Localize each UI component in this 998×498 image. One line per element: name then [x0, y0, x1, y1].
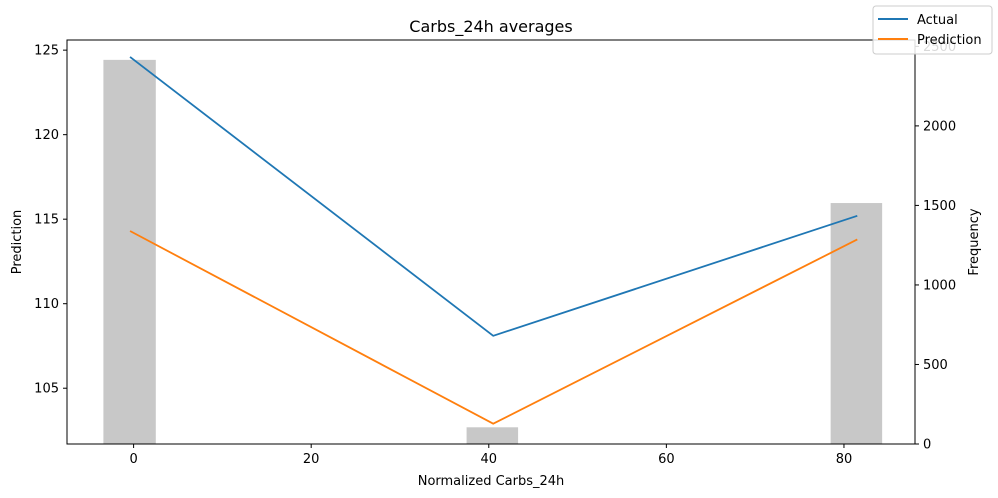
y-right-tick-label: 2000: [923, 119, 956, 134]
histogram-bar-0: [103, 59, 156, 444]
histogram-bar-2: [830, 203, 883, 444]
y-left-tick-label: 125: [34, 44, 59, 59]
x-tick-label: 20: [303, 452, 320, 467]
y-axis-right-label: Frequency: [967, 208, 982, 275]
x-tick-label: 60: [658, 452, 675, 467]
y-axis-right: 05001000150020002500: [915, 40, 956, 453]
histogram-bar-1: [466, 427, 519, 444]
series-line-actual: [129, 56, 858, 337]
y-right-tick-label: 1000: [923, 278, 956, 293]
series-lines: [129, 56, 858, 425]
x-tick-label: 40: [481, 452, 498, 467]
plot-frame: [66, 39, 916, 445]
y-axis-left: 105 110 115 120 125: [34, 44, 67, 397]
y-left-tick-label: 105: [34, 382, 59, 397]
y-left-tick-label: 110: [34, 297, 59, 312]
chart-title: Carbs_24h averages: [409, 17, 572, 37]
x-tick-label: 80: [836, 452, 853, 467]
y-left-tick-label: 120: [34, 128, 59, 143]
x-axis: 0 20 40 60 80: [129, 444, 852, 467]
y-right-tick-label: 0: [923, 438, 931, 453]
y-left-tick-label: 115: [34, 213, 59, 228]
y-right-tick-label: 500: [923, 358, 948, 373]
series-line-prediction: [129, 230, 858, 425]
histogram-bars: [103, 59, 883, 444]
y-axis-left-label: Prediction: [10, 210, 25, 275]
legend-label-actual: Actual: [917, 13, 958, 28]
legend-label-prediction: Prediction: [917, 33, 982, 48]
x-axis-label: Normalized Carbs_24h: [418, 474, 565, 489]
y-right-tick-label: 1500: [923, 199, 956, 214]
legend: Actual Prediction: [872, 5, 993, 55]
x-tick-label: 0: [129, 452, 137, 467]
